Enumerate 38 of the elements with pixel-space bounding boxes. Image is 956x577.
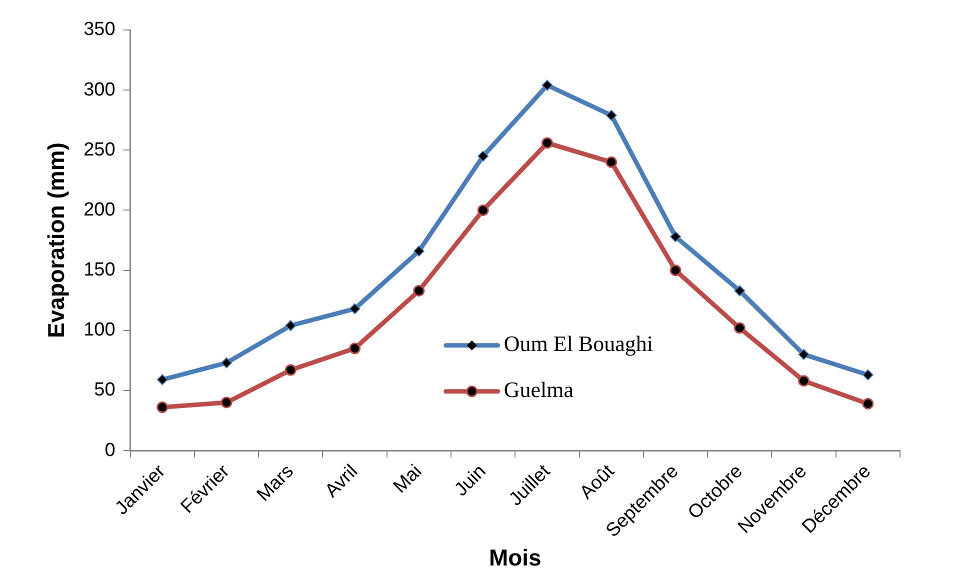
- legend-label: Guelma: [504, 377, 574, 402]
- y-tick-label: 350: [84, 19, 116, 40]
- y-tick-label: 100: [84, 320, 116, 341]
- y-tick-label: 150: [84, 260, 116, 281]
- y-tick-label: 0: [104, 440, 116, 461]
- point: [798, 375, 810, 387]
- point: [478, 150, 489, 162]
- point: [413, 246, 424, 257]
- point: [284, 364, 296, 376]
- y-tick-label: 200: [84, 199, 116, 220]
- point: [285, 320, 296, 332]
- point: [156, 374, 168, 386]
- point: [413, 284, 425, 296]
- point: [862, 369, 874, 380]
- x-tick-label: Mai: [390, 461, 426, 498]
- x-axis-title: Mois: [488, 544, 542, 571]
- y-tick-label: 50: [94, 380, 116, 401]
- point: [862, 398, 874, 410]
- point: [156, 402, 168, 414]
- point: [670, 264, 682, 276]
- point: [798, 348, 810, 360]
- point: [606, 110, 617, 121]
- x-tick-label: Juin: [450, 461, 490, 501]
- point: [220, 396, 232, 408]
- point: [349, 303, 360, 314]
- legend-label: Oum El Bouaghi: [504, 331, 653, 356]
- point: [221, 357, 232, 368]
- point: [670, 231, 682, 242]
- point: [541, 137, 553, 149]
- point: [349, 342, 361, 354]
- point: [734, 322, 746, 334]
- point: [542, 80, 553, 91]
- y-tick-label: 300: [84, 79, 116, 100]
- point: [606, 156, 618, 168]
- point: [734, 285, 746, 296]
- y-tick-label: 250: [84, 139, 116, 160]
- point: [477, 204, 489, 216]
- y-axis-title: Evaporation (mm): [43, 142, 70, 338]
